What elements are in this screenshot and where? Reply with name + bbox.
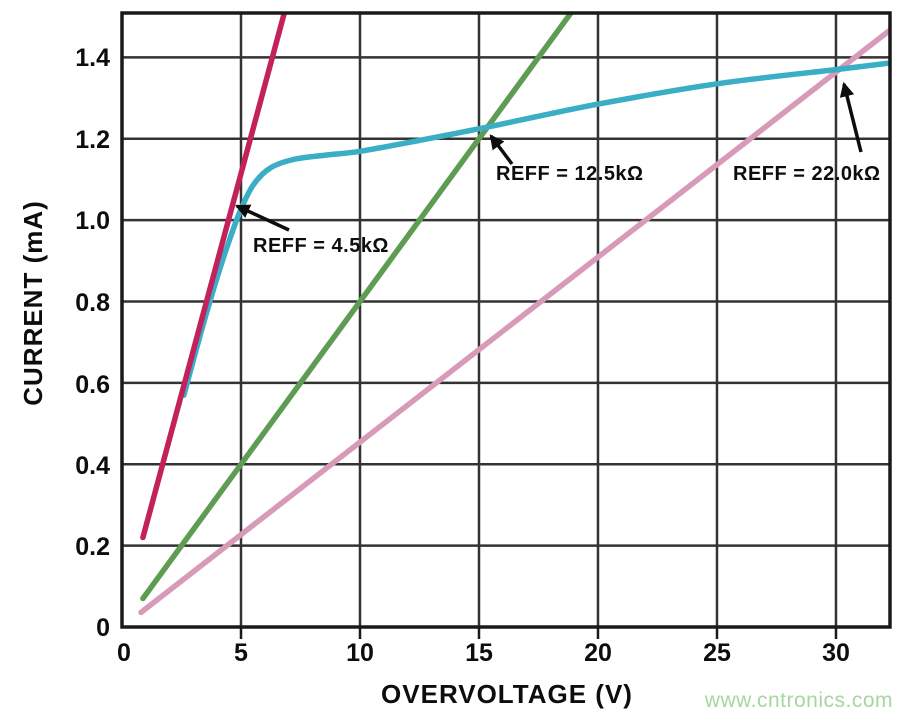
series-load-line-reff-22-0-kohm (138, 27, 890, 616)
plot-border (120, 11, 892, 629)
series-load-line-reff-4-5-kohm (140, 13, 288, 541)
annotation-reff-4p5k: REFF = 4.5kΩ (234, 204, 389, 257)
annotation-reff-22p0k: REFF = 22.0kΩ (733, 81, 881, 185)
x-tick-label: 5 (234, 639, 248, 667)
data-series-layer (138, 13, 890, 616)
y-tick-label: 1.4 (75, 44, 110, 72)
annotation-label: REFF = 4.5kΩ (253, 235, 389, 257)
x-tick-label: 20 (584, 639, 612, 667)
watermark-text: www.cntronics.com (704, 689, 893, 712)
y-tick-label: 0.6 (75, 371, 110, 399)
annotation-arrow (234, 204, 290, 232)
x-tick-label: 0 (117, 639, 131, 667)
y-axis-title: CURRENT (mA) (18, 200, 48, 406)
y-tick-label: 0 (96, 614, 110, 642)
y-tick-label: 0.8 (75, 289, 110, 317)
annotation-reff-12p5k: REFF = 12.5kΩ (489, 134, 644, 185)
annotation-label: REFF = 22.0kΩ (733, 163, 881, 185)
y-tick-label: 1.0 (75, 207, 110, 235)
y-tick-label: 0.2 (75, 533, 110, 561)
annotation-label: REFF = 12.5kΩ (496, 163, 644, 185)
x-tick-label: 10 (346, 639, 374, 667)
x-tick-label: 15 (465, 639, 493, 667)
x-tick-label: 25 (703, 639, 731, 667)
y-axis-tick-labels: 0 0.2 0.4 0.6 0.8 1.0 1.2 1.4 (75, 44, 110, 642)
y-tick-label: 1.2 (75, 126, 110, 154)
x-axis-title: OVERVOLTAGE (V) (381, 679, 633, 709)
annotation-arrow (839, 81, 863, 153)
x-axis-tick-labels: 0 5 10 15 20 25 30 (117, 639, 850, 667)
series-load-line-reff-12-5-kohm (140, 13, 574, 602)
y-tick-label: 0.4 (75, 452, 110, 480)
annotation-arrow (489, 134, 514, 166)
x-tick-label: 30 (822, 639, 850, 667)
series-current-limiter-characteristic (181, 60, 890, 398)
